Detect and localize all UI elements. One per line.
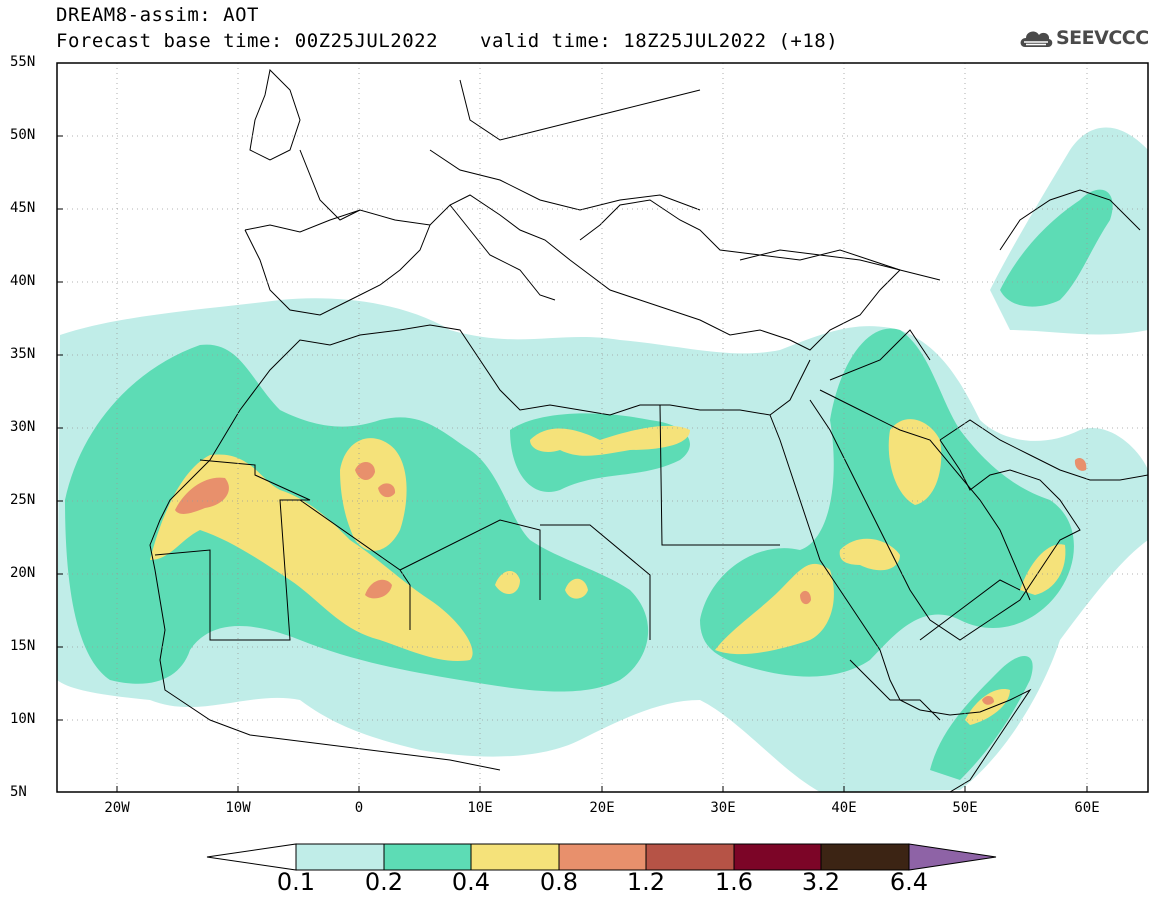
border-sahara-1 bbox=[154, 459, 311, 641]
aot-band-orange-sudan bbox=[800, 590, 811, 605]
lat-label: 30N bbox=[10, 419, 36, 435]
colorbar-segment bbox=[733, 843, 822, 871]
aot-band-yellow-sudan bbox=[715, 563, 834, 655]
coastline-horn bbox=[919, 688, 1032, 792]
border-egypt bbox=[659, 404, 780, 546]
border-algeria-mali bbox=[299, 499, 411, 630]
forecast-base-time: Forecast base time: 00Z25JUL2022 bbox=[56, 30, 439, 52]
coastline-west-africa bbox=[149, 459, 501, 771]
lon-label: 40E bbox=[831, 800, 857, 816]
lat-label: 55N bbox=[10, 54, 36, 70]
lat-label: 50N bbox=[10, 127, 36, 143]
lon-label: 0 bbox=[354, 800, 364, 816]
aot-band-orange-iran bbox=[1074, 458, 1087, 471]
border-caspian bbox=[999, 189, 1141, 251]
aot-band-orange-algeria-2 bbox=[378, 483, 396, 498]
colorbar-segment bbox=[645, 843, 735, 871]
axis-ticks bbox=[57, 62, 1088, 792]
border-yemen bbox=[919, 579, 1021, 641]
aot-band-orange-mali bbox=[365, 579, 392, 599]
lat-label: 35N bbox=[10, 346, 36, 362]
valid-time: valid time: 18Z25JUL2022 (+18) bbox=[480, 30, 839, 52]
aot-band-yellow-chad bbox=[495, 570, 520, 595]
border-libya-sudan bbox=[540, 524, 651, 640]
aot-band-yellow-arabia bbox=[839, 538, 900, 571]
lat-label: 45N bbox=[10, 200, 36, 216]
grid-lines bbox=[57, 63, 1148, 792]
border-turkey bbox=[739, 249, 941, 281]
border-europe-2 bbox=[429, 149, 701, 211]
colorbar-label: 1.2 bbox=[626, 868, 666, 896]
aot-band-green-caspian bbox=[1000, 189, 1113, 307]
coastline-north-africa bbox=[209, 324, 811, 461]
lon-label: 10E bbox=[467, 800, 493, 816]
colorbar-segment bbox=[558, 843, 647, 871]
colorbar-segment bbox=[470, 843, 560, 871]
colorbar-label: 0.2 bbox=[364, 868, 404, 896]
colorbar-arrow-low bbox=[206, 843, 297, 871]
lon-label: 20W bbox=[104, 800, 130, 816]
lon-label: 10W bbox=[225, 800, 251, 816]
colorbar-label: 1.6 bbox=[714, 868, 754, 896]
border-iraq bbox=[829, 329, 931, 381]
aot-band-yellow-algeria bbox=[340, 438, 407, 551]
lat-label: 5N bbox=[10, 784, 27, 800]
coastline-iberia bbox=[244, 224, 431, 316]
colorbar-segment bbox=[295, 843, 385, 871]
aot-band-yellow-iraq bbox=[888, 419, 942, 505]
lon-label: 30E bbox=[710, 800, 736, 816]
seevccc-logo: SEEVCCC bbox=[1018, 25, 1156, 55]
lon-label: 50E bbox=[952, 800, 978, 816]
aot-contours bbox=[57, 127, 1148, 792]
map-frame bbox=[56, 62, 1149, 793]
cloud-icon bbox=[1020, 31, 1053, 47]
coastline-iran bbox=[939, 419, 1148, 481]
aot-band-yellow-west bbox=[150, 454, 473, 661]
lon-label: 60E bbox=[1074, 800, 1100, 816]
border-saudi bbox=[819, 389, 1031, 601]
lat-label: 15N bbox=[10, 638, 36, 654]
lat-label: 20N bbox=[10, 565, 36, 581]
border-europe-1 bbox=[299, 149, 361, 221]
border-europe-3 bbox=[459, 79, 701, 141]
logo-text: SEEVCCC bbox=[1056, 27, 1149, 49]
aot-band-yellow-libya bbox=[530, 425, 690, 456]
lat-label: 25N bbox=[10, 492, 36, 508]
coastline-red-sea bbox=[769, 414, 921, 711]
border-ethiopia bbox=[849, 659, 941, 721]
aot-band-orange-algeria bbox=[355, 461, 375, 480]
border-niger-libya bbox=[399, 519, 541, 600]
country-borders bbox=[149, 68, 1148, 792]
aot-band-yellow-20e bbox=[565, 578, 588, 599]
coastline-italy bbox=[449, 204, 556, 301]
colorbar-label: 0.8 bbox=[539, 868, 579, 896]
lon-label: 20E bbox=[589, 800, 615, 816]
colorbar-label: 3.2 bbox=[801, 868, 841, 896]
map-title: DREAM8-assim: AOT bbox=[56, 4, 259, 26]
colorbar-label: 6.4 bbox=[889, 868, 929, 896]
aot-band-yellow-somalia bbox=[965, 689, 1010, 725]
lat-label: 40N bbox=[10, 273, 36, 289]
coastline-uk bbox=[249, 68, 301, 161]
lat-label: 10N bbox=[10, 711, 36, 727]
colorbar-segment bbox=[820, 843, 910, 871]
aot-band-orange-somalia bbox=[982, 696, 994, 705]
colorbar-label: 0.4 bbox=[451, 868, 491, 896]
aot-band-orange-sahara-west bbox=[175, 477, 229, 514]
coastline-arabia bbox=[809, 399, 1081, 641]
colorbar-arrow-high bbox=[908, 843, 997, 871]
colorbar-segment bbox=[383, 843, 472, 871]
colorbar-label: 0.1 bbox=[276, 868, 316, 896]
